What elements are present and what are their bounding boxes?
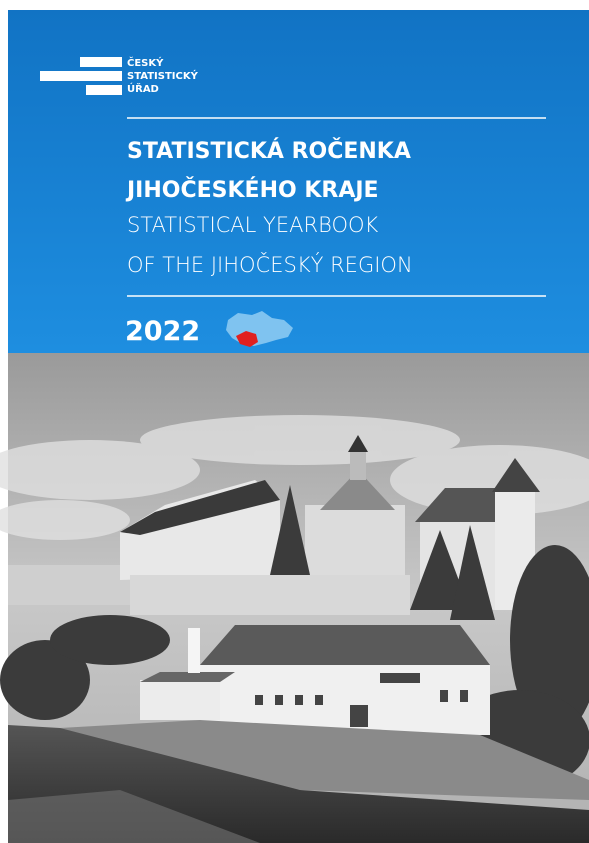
title-cs: JIHOČESKÉHO KRAJE bbox=[125, 177, 379, 203]
logo-text: ÚŘAD bbox=[127, 82, 159, 95]
logo-text: STATISTICKÝ bbox=[127, 69, 199, 82]
title-en: OF THE JIHOČESKÝ REGION bbox=[127, 252, 413, 277]
logo-text: ČESKÝ bbox=[127, 56, 164, 69]
cover: ČESKÝ STATISTICKÝ ÚŘAD STATISTICKÁ ROČEN… bbox=[0, 0, 589, 843]
cover-photo bbox=[0, 353, 589, 843]
title-cs: STATISTICKÁ ROČENKA bbox=[127, 138, 411, 164]
page: {"logo": {"lines": ["ČESKÝ", "STATISTICK… bbox=[0, 0, 589, 843]
title-en: STATISTICAL YEARBOOK bbox=[127, 213, 379, 237]
year: 2022 bbox=[125, 316, 200, 347]
